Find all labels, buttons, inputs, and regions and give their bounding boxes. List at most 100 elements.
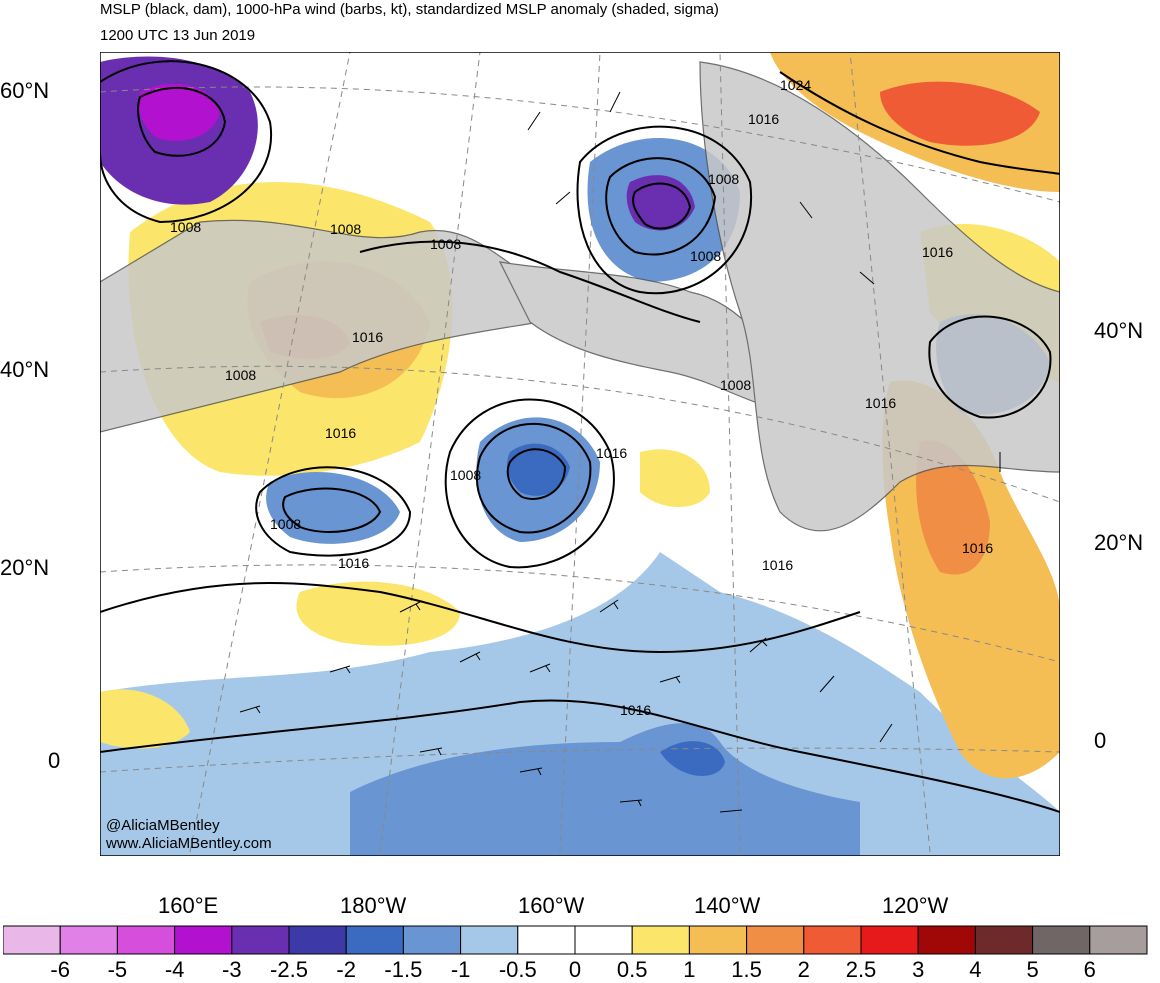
isobar-1008-north	[359, 240, 701, 323]
isobar-label: 1008	[720, 377, 751, 393]
lat-line-40	[100, 365, 1060, 503]
isobar-label: 1008	[270, 516, 301, 532]
anomaly-yellow-center	[640, 449, 710, 507]
lat-label-right-40n: 40°N	[1094, 318, 1144, 343]
isobar-central-low-mid	[475, 422, 592, 534]
anomaly-red-southeast	[916, 440, 990, 575]
colorbar-swatch	[59, 925, 118, 955]
isobar-label: 1008	[708, 171, 739, 187]
isobar-nw-low-inner	[137, 87, 227, 157]
colorbar-swatch	[1032, 925, 1091, 955]
map-valid-time: 1200 UTC 13 Jun 2019	[100, 27, 256, 44]
isobar-labels: 1024 1016 1008 1008 1008 1008 1008 1016 …	[170, 77, 993, 718]
colorbar-swatch	[460, 925, 519, 955]
colorbar-tick-label: -6	[50, 957, 70, 982]
map-title: MSLP (black, dam), 1000-hPa wind (barbs,…	[100, 1, 719, 18]
colorbar-swatch	[746, 925, 805, 955]
wind-barb	[719, 809, 743, 813]
wind-barbs	[239, 91, 1001, 813]
colorbar-tick-label: -0.5	[498, 957, 537, 982]
lon-line-160w	[559, 52, 601, 853]
isobar-label: 1016	[325, 425, 356, 441]
colorbar-swatch	[3, 925, 61, 955]
colorbar-swatch	[116, 925, 176, 955]
wind-barb	[609, 91, 621, 113]
wind-barb	[419, 747, 443, 756]
anomaly-yellow-sw	[296, 581, 460, 646]
isobar-gulf-low-mid	[605, 157, 717, 256]
colorbar-tick-label: -3	[222, 957, 242, 982]
colorbar-swatch	[631, 925, 690, 955]
isobar-label: 1008	[430, 236, 461, 252]
colorbar-tick-label: -4	[164, 957, 185, 982]
colorbar-tick-label: -5	[107, 957, 128, 982]
lon-label-140w: 140°W	[694, 893, 761, 918]
isobar-label: 1016	[962, 540, 993, 556]
lat-line-60	[100, 86, 1060, 203]
isobar-label: 1016	[596, 445, 627, 461]
lat-label-60n: 60°N	[0, 78, 50, 103]
isobar-1024-northeast	[779, 71, 1060, 175]
isobar-label: 1016	[338, 555, 369, 571]
colorbar-swatch	[231, 925, 290, 955]
isobar-label: 1008	[330, 221, 361, 237]
colorbar-tick-label: 2	[797, 957, 810, 982]
colorbar-tick-label: 6	[1083, 957, 1096, 982]
isobar-label: 1008	[170, 219, 201, 235]
colorbar-swatch	[803, 925, 862, 955]
isobar-label: 1016	[748, 111, 779, 127]
colorbar-tick-label: 3	[912, 957, 925, 982]
colorbar-tick-label: 1.5	[731, 957, 762, 982]
isobar-west-low-outer	[255, 466, 412, 557]
lat-line-20	[100, 564, 1060, 663]
map-panel: 1024 1016 1008 1008 1008 1008 1008 1016 …	[100, 52, 1060, 856]
graticule	[100, 52, 1060, 853]
lon-label-160w: 160°W	[518, 893, 585, 918]
wind-barb	[519, 767, 543, 776]
lon-line-140w	[719, 52, 741, 853]
lat-label-right-0: 0	[1094, 728, 1107, 753]
colorbar-swatch	[402, 925, 462, 955]
lon-line-120w	[849, 52, 931, 853]
colorbar-swatch	[860, 925, 919, 955]
isobar-gulf-low-outer	[576, 125, 753, 295]
colorbar-tick-label: 5	[1026, 957, 1039, 982]
colorbar-swatch	[574, 925, 633, 955]
colorbar-tick-label: 2.5	[845, 957, 877, 982]
isobar-label: 1016	[865, 395, 896, 411]
lon-label-180w: 180°W	[340, 893, 407, 918]
wind-barb	[599, 599, 619, 613]
lon-label-160e: 160°E	[158, 893, 219, 918]
wind-barb	[619, 799, 643, 807]
colorbar-boxes	[3, 925, 1148, 955]
wind-barb	[749, 637, 768, 653]
wind-barb	[399, 601, 421, 613]
isobar-west-low-inner	[282, 487, 382, 533]
lat-label-20n: 20°N	[0, 555, 50, 580]
colorbar-tick-label: 1	[683, 957, 696, 982]
isobar-1016-east-low	[928, 315, 1052, 419]
lat-label-right-20n: 20°N	[1094, 530, 1144, 555]
colorbar-swatch	[345, 925, 404, 955]
wind-barb	[879, 723, 893, 743]
wind-barb	[329, 665, 351, 674]
anomaly-yellow-sw-corner	[100, 689, 190, 749]
wind-barb	[529, 663, 551, 673]
isobar-label: 1008	[690, 248, 721, 264]
colorbar-swatch	[1089, 925, 1148, 955]
colorbar-swatch	[974, 925, 1034, 955]
anomaly-magenta-nw-core	[138, 83, 220, 141]
wind-barb	[799, 201, 813, 219]
isobar-contours	[100, 60, 1060, 813]
colorbar-swatch	[688, 925, 748, 955]
colorbar-tick-label: -1.5	[384, 957, 423, 982]
wind-barb	[859, 271, 875, 285]
isobar-central-low-outer	[444, 398, 615, 569]
anomaly-blue-band-south	[100, 552, 1060, 856]
lat-label-0: 0	[48, 748, 61, 773]
anomaly-dark-blue-south	[350, 723, 860, 856]
isobar-label: 1016	[352, 329, 383, 345]
lon-line-160e	[189, 52, 351, 853]
colorbar-tick-label: 4	[969, 957, 982, 982]
isobar-gulf-low-inner	[632, 182, 692, 230]
